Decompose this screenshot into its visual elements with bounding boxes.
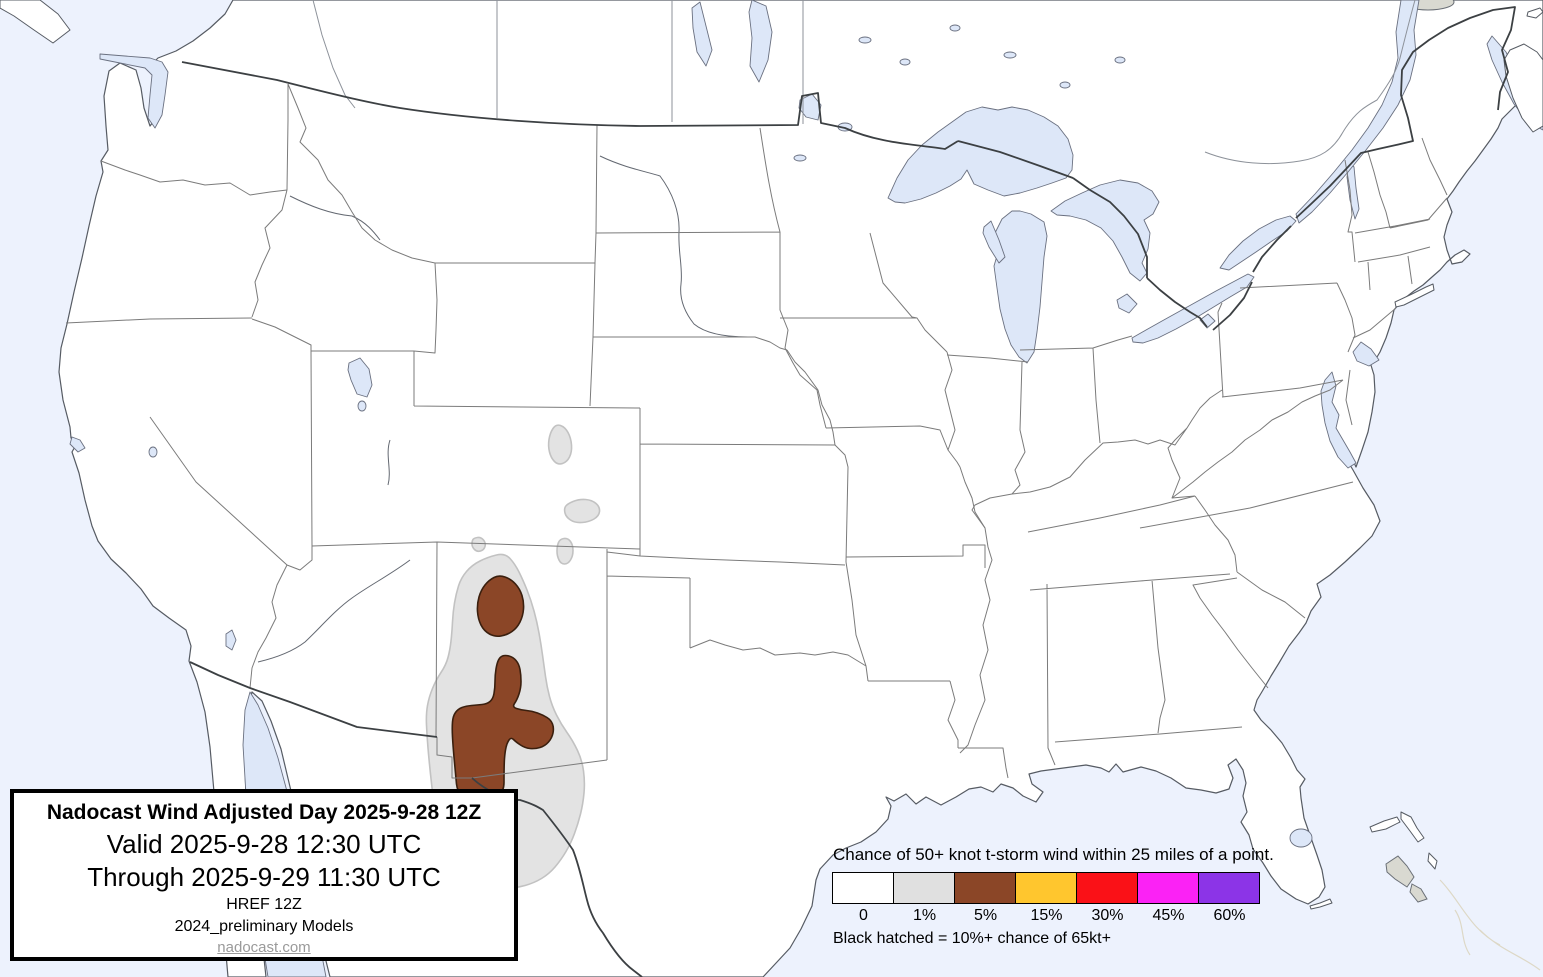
state-borders-east xyxy=(971,137,1448,529)
contour-5pct xyxy=(451,654,555,801)
legend-label: 5% xyxy=(973,907,998,924)
legend-note: Black hatched = 10%+ chance of 65kt+ xyxy=(833,930,1111,947)
delaware-bay xyxy=(1352,341,1380,367)
green-river-ut xyxy=(387,439,391,486)
andros-island xyxy=(1385,855,1415,888)
green-bay xyxy=(982,220,1006,264)
legend-label: 45% xyxy=(1152,907,1185,924)
legend-swatch xyxy=(1076,872,1138,904)
grand-bahama-island xyxy=(1369,816,1401,833)
lake-ontario xyxy=(1219,215,1297,271)
bahama-island-small xyxy=(1409,883,1428,903)
utah-lake xyxy=(357,400,367,412)
lake-tahoe xyxy=(148,446,158,458)
salton-sea xyxy=(225,629,237,651)
nadocast-site-link[interactable]: nadocast.com xyxy=(217,939,311,956)
contour-1pct xyxy=(563,498,601,524)
lake-champlain xyxy=(1346,161,1360,220)
sf-bay xyxy=(69,436,86,453)
legend-label: 0 xyxy=(859,907,868,924)
legend-swatch xyxy=(832,872,894,904)
legend-swatch xyxy=(954,872,1016,904)
lake-erie xyxy=(1131,273,1255,344)
title-box-title: Nadocast Wind Adjusted Day 2025-9-28 12Z xyxy=(46,801,482,824)
chesapeake-bay xyxy=(1320,371,1357,469)
title-box-model: HREF 12Z xyxy=(226,896,302,913)
legend-swatch xyxy=(893,872,955,904)
saginaw-bay xyxy=(1116,293,1138,314)
canada-lake-1 xyxy=(858,36,872,44)
title-box-models: 2024_preliminary Models xyxy=(174,918,354,935)
colorado-river-az xyxy=(257,559,411,663)
puget-sound xyxy=(99,53,169,129)
bahama-banks-outline xyxy=(1439,879,1541,971)
canada-lake-2 xyxy=(899,58,911,66)
canada-lake-4 xyxy=(1003,51,1017,59)
legend-swatch xyxy=(1015,872,1077,904)
state-borders-west xyxy=(65,83,849,779)
legend-label: 1% xyxy=(912,907,937,924)
title-box-through: Through 2025-9-29 11:30 UTC xyxy=(87,862,441,892)
legend-swatch xyxy=(1198,872,1260,904)
contour-1pct xyxy=(471,536,487,553)
legend-swatch-row xyxy=(832,872,1274,904)
national-borders xyxy=(181,6,1516,977)
contour-1pct xyxy=(556,537,574,565)
legend-label: 30% xyxy=(1091,907,1124,924)
canada-lake-6 xyxy=(1114,56,1126,64)
state-borders-plains-midwest xyxy=(594,124,1306,779)
florida-keys xyxy=(1309,898,1333,910)
lake-superior xyxy=(887,106,1074,204)
eleuthera-island xyxy=(1427,852,1438,870)
legend-title: Chance of 50+ knot t-storm wind within 2… xyxy=(833,845,1274,864)
title-box: Nadocast Wind Adjusted Day 2025-9-28 12Z… xyxy=(10,789,518,961)
canada-lake-3 xyxy=(949,24,961,32)
devils-lake xyxy=(793,154,807,162)
missouri-river xyxy=(599,155,749,338)
probability-legend: Chance of 50+ knot t-storm wind within 2… xyxy=(832,845,1274,948)
lake-manitoba xyxy=(691,1,713,67)
nova-scotia xyxy=(1503,43,1543,133)
legend-swatch xyxy=(1137,872,1199,904)
abaco-island xyxy=(1400,811,1425,843)
canada-lake-5 xyxy=(1059,81,1071,89)
st-lawrence-river xyxy=(1295,0,1420,224)
snake-river xyxy=(289,195,381,241)
canada-provincial-borders xyxy=(312,0,1416,165)
legend-label: 60% xyxy=(1213,907,1246,924)
contour-5pct xyxy=(476,575,525,638)
legend-label-row: 0 1% 5% 15% 30% 45% 60% xyxy=(833,907,1274,925)
vancouver-island xyxy=(0,0,71,44)
lake-winnipeg xyxy=(748,0,773,83)
great-salt-lake xyxy=(347,357,373,398)
lake-huron xyxy=(1050,179,1160,282)
contour-1pct xyxy=(547,424,573,465)
legend-label: 15% xyxy=(1030,907,1063,924)
lake-okeechobee xyxy=(1289,828,1313,848)
prince-edward-island xyxy=(1526,7,1543,19)
long-island xyxy=(1394,283,1435,308)
title-box-valid: Valid 2025-9-28 12:30 UTC xyxy=(106,829,422,859)
